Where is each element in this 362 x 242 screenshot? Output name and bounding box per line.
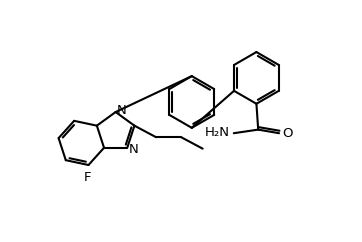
Text: F: F — [84, 172, 91, 184]
Text: N: N — [129, 143, 138, 156]
Text: O: O — [283, 127, 293, 140]
Text: H₂N: H₂N — [205, 126, 230, 139]
Text: N: N — [117, 104, 127, 117]
